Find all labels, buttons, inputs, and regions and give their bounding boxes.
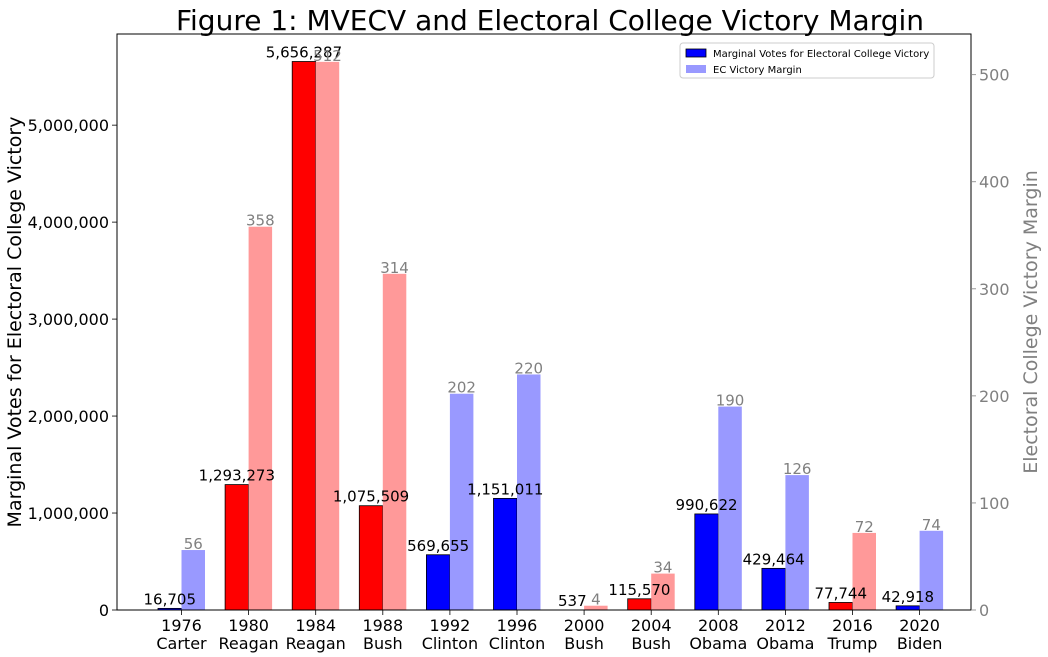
- data-label-votes-1976: 16,705: [144, 590, 197, 608]
- data-label-margin-1984: 512: [313, 47, 342, 65]
- bar-margin-1984: [315, 61, 340, 610]
- x-tick-name-1984: Reagan: [286, 634, 346, 653]
- bar-margin-1976: [181, 550, 205, 610]
- x-tick-year-2012: 2012: [765, 616, 806, 635]
- bar-votes-2012: [761, 567, 786, 611]
- y-left-tick-label: 0: [99, 601, 109, 620]
- bar-margin-1992: [449, 393, 474, 610]
- x-tick-name-2012: Obama: [756, 634, 814, 653]
- y-axis-left-label: Marginal Votes for Electoral College Vic…: [4, 117, 26, 528]
- legend-swatch-votes: [685, 48, 707, 58]
- x-tick-year-1976: 1976: [161, 616, 202, 635]
- bar-margin-1980: [248, 226, 273, 610]
- x-tick-name-1988: Bush: [363, 634, 403, 653]
- y-left-tick-label: 5,000,000: [28, 116, 109, 135]
- y-right-tick-label: 500: [979, 66, 1010, 85]
- data-label-margin-2008: 190: [716, 392, 745, 410]
- x-tick-year-2016: 2016: [832, 616, 873, 635]
- x-tick-year-2000: 2000: [564, 616, 605, 635]
- data-label-margin-2004: 34: [653, 559, 672, 577]
- bar-votes-2016: [828, 602, 853, 611]
- bar-margin-2016: [852, 532, 876, 610]
- data-label-margin-2016: 72: [855, 518, 874, 536]
- data-label-votes-1980: 1,293,273: [199, 467, 275, 485]
- x-tick-name-1976: Carter: [156, 634, 207, 653]
- data-label-votes-2012: 429,464: [743, 550, 805, 568]
- y-left-tick-label: 1,000,000: [28, 504, 109, 523]
- x-tick-name-1996: Clinton: [489, 634, 545, 653]
- data-label-votes-1992: 569,655: [407, 537, 469, 555]
- x-tick-name-2008: Obama: [689, 634, 747, 653]
- legend-box: [679, 42, 935, 79]
- plot-area-frame: [116, 33, 972, 611]
- data-label-votes-2004: 115,570: [608, 581, 670, 599]
- data-label-votes-1984: 5,656,287: [266, 44, 342, 62]
- x-tick-name-2004: Bush: [631, 634, 671, 653]
- data-label-margin-2000: 4: [591, 591, 601, 609]
- data-label-votes-2016: 77,744: [815, 584, 868, 602]
- bar-margin-1996: [517, 374, 541, 610]
- data-label-margin-1992: 202: [447, 379, 476, 397]
- axes-layer: 1976Carter1980Reagan1984Reagan1988Bush19…: [28, 66, 1010, 653]
- x-tick-year-1988: 1988: [362, 616, 403, 635]
- bars-layer: [157, 61, 944, 611]
- data-label-margin-2012: 126: [783, 460, 812, 478]
- y-right-tick-label: 200: [979, 387, 1010, 406]
- data-label-votes-2008: 990,622: [676, 496, 738, 514]
- chart-title: Figure 1: MVECV and Electoral College Vi…: [176, 4, 924, 37]
- legend-swatch-margin: [686, 65, 706, 73]
- data-label-margin-1996: 220: [514, 359, 543, 377]
- bar-margin-2012: [785, 475, 809, 610]
- y-left-tick-label: 3,000,000: [28, 310, 109, 329]
- x-tick-name-1992: Clinton: [422, 634, 478, 653]
- bar-margin-1988: [382, 273, 407, 610]
- x-tick-year-2008: 2008: [698, 616, 739, 635]
- bar-votes-2004: [627, 598, 652, 611]
- y-right-tick-label: 100: [979, 494, 1010, 513]
- data-label-votes-2020: 42,918: [882, 588, 935, 606]
- y-right-tick-label: 400: [979, 173, 1010, 192]
- legend-label-margin: EC Victory Margin: [713, 65, 802, 76]
- data-label-margin-1980: 358: [246, 212, 275, 230]
- x-tick-year-1980: 1980: [228, 616, 269, 635]
- bar-votes-1996: [493, 497, 518, 611]
- x-tick-name-2020: Biden: [897, 634, 943, 653]
- data-label-votes-1988: 1,075,509: [333, 488, 409, 506]
- bar-votes-1980: [224, 484, 250, 611]
- data-label-votes-2000: 537: [558, 592, 587, 610]
- x-tick-name-2000: Bush: [564, 634, 604, 653]
- bar-margin-2000: [584, 605, 608, 610]
- bar-votes-1984: [291, 61, 317, 611]
- x-tick-name-2016: Trump: [827, 634, 878, 653]
- bar-margin-2008: [718, 406, 742, 610]
- data-label-margin-2020: 74: [922, 516, 941, 534]
- bar-margin-2004: [651, 573, 675, 610]
- x-tick-name-1980: Reagan: [219, 634, 279, 653]
- data-label-votes-1996: 1,151,011: [467, 480, 543, 498]
- bar-votes-2008: [694, 513, 719, 611]
- legend-label-votes: Marginal Votes for Electoral College Vic…: [713, 49, 929, 60]
- y-right-tick-label: 300: [979, 280, 1010, 299]
- data-label-margin-1988: 314: [380, 259, 409, 277]
- y-left-tick-label: 2,000,000: [28, 407, 109, 426]
- bar-votes-2020: [895, 605, 920, 611]
- x-tick-year-1984: 1984: [295, 616, 336, 635]
- x-tick-year-1992: 1992: [430, 616, 471, 635]
- x-tick-year-2004: 2004: [631, 616, 672, 635]
- bar-votes-1988: [358, 505, 384, 611]
- y-left-tick-label: 4,000,000: [28, 213, 109, 232]
- bar-margin-2020: [919, 530, 944, 610]
- x-tick-year-1996: 1996: [497, 616, 538, 635]
- bar-votes-1992: [425, 554, 451, 611]
- y-axis-right-label: Electoral College Victory Margin: [1020, 170, 1042, 474]
- y-right-tick-label: 0: [979, 601, 989, 620]
- data-label-margin-1976: 56: [184, 535, 203, 553]
- legend: Marginal Votes for Electoral College Vic…: [679, 42, 935, 79]
- x-tick-year-2020: 2020: [899, 616, 940, 635]
